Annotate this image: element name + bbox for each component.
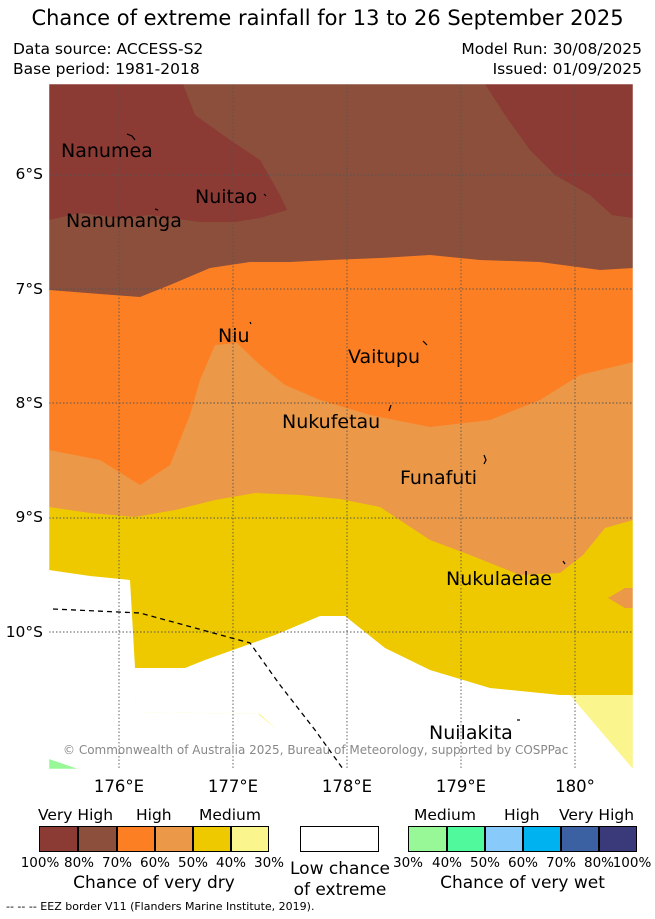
legend-dry-swatch [193, 826, 231, 852]
legend-dry-swatch [39, 826, 78, 852]
band-dry-80-100-east [485, 84, 633, 218]
legend-dry-percent: 60% [139, 855, 170, 871]
place-label-nuilakita: Nuilakita [429, 722, 513, 744]
lon-label: 178°E [321, 777, 373, 796]
lon-label: 176°E [93, 777, 145, 796]
base-period-label: Base period: 1981-2018 [13, 60, 200, 78]
lat-label: 6°S [15, 165, 43, 183]
place-label-nukulaelae: Nukulaelae [446, 568, 552, 590]
legend-wet-percent: 30% [392, 855, 423, 871]
legend-dry-percent: 50% [177, 855, 208, 871]
legend-dry-swatch [231, 826, 269, 852]
map-area [49, 84, 633, 769]
legend-wet-swatch [599, 826, 637, 852]
legend-dry-percent: 100% [20, 855, 60, 871]
data-source-label: Data source: ACCESS-S2 [13, 40, 204, 58]
legend-wet-swatch [408, 826, 447, 852]
lon-label: 180° [555, 777, 595, 796]
eez-border [52, 608, 344, 769]
legend-dry-percent: 40% [215, 855, 246, 871]
lat-label: 8°S [15, 394, 43, 412]
legend-dry-percent: 70% [101, 855, 132, 871]
lat-label: 7°S [15, 280, 43, 298]
legend-wet-percent: 70% [545, 855, 576, 871]
issued-label: Issued: 01/09/2025 [492, 60, 642, 78]
legend-wet-swatch [447, 826, 485, 852]
legend-dry-swatch [117, 826, 155, 852]
legend-dry-swatch [78, 826, 117, 852]
graticule [49, 84, 633, 769]
legend-dry-swatch [155, 826, 193, 852]
legend-wet-swatch [523, 826, 561, 852]
legend-low-caption: of extreme [293, 880, 387, 900]
lat-label: 9°S [15, 508, 43, 526]
place-label-vaitupu: Vaitupu [348, 346, 421, 368]
legend-wet-percent: 60% [507, 855, 538, 871]
legend-wet-percent: 50% [469, 855, 500, 871]
legend-wet-level: High [504, 806, 540, 824]
map-title: Chance of extreme rainfall for 13 to 26 … [31, 6, 624, 30]
legend-dry-percent: 80% [63, 855, 94, 871]
band-dry-80-100 [49, 84, 287, 222]
legend-low-swatch [300, 826, 379, 852]
legend-dry-level: Very High [38, 806, 114, 824]
legend-wet-level: Medium [414, 806, 476, 824]
place-label-nukufetau: Nukufetau [282, 411, 381, 433]
place-label-funafuti: Funafuti [400, 467, 478, 489]
legend-wet-percent: 40% [431, 855, 462, 871]
place-label-nanumanga: Nanumanga [66, 210, 182, 232]
legend-wet-swatch [561, 826, 599, 852]
lat-label: 10°S [5, 623, 43, 641]
legend-dry-level: Medium [199, 806, 261, 824]
island-marks [126, 133, 566, 721]
model-run-label: Model Run: 30/08/2025 [461, 40, 642, 58]
lon-label: 179°E [435, 777, 487, 796]
legend-wet-caption: Chance of very wet [440, 873, 605, 893]
no-data-patch [49, 660, 325, 769]
legend-dry-caption: Chance of very dry [73, 873, 235, 893]
lon-label: 177°E [207, 777, 259, 796]
legend-wet-swatch [485, 826, 523, 852]
place-label-nanumea: Nanumea [61, 140, 153, 162]
copyright-notice: © Commonwealth of Australia 2025, Bureau… [63, 743, 569, 757]
place-label-nuitao: Nuitao [195, 186, 258, 208]
legend-low-caption: Low chance [290, 859, 390, 879]
legend-wet-percent: 80% [583, 855, 614, 871]
place-label-niu: Niu [218, 325, 250, 347]
legend-wet-percent: 100% [612, 855, 652, 871]
eez-footnote: -- -- -- EEZ border V11 (Flanders Marine… [6, 900, 315, 913]
legend-dry-level: High [136, 806, 172, 824]
legend-wet-level: Very High [559, 806, 635, 824]
legend-dry-percent: 30% [253, 855, 284, 871]
band-wet-30-40 [49, 759, 78, 769]
